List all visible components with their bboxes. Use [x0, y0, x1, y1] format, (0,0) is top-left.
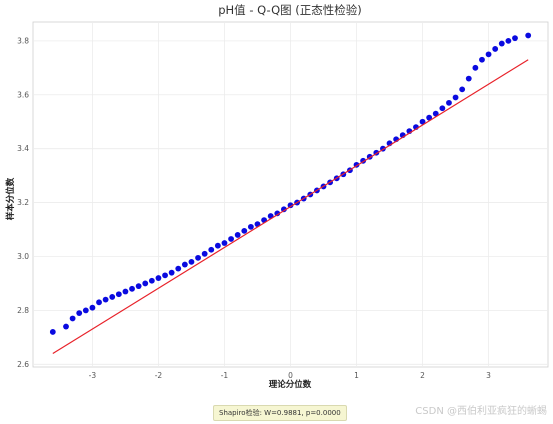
data-point	[505, 37, 512, 44]
data-point	[155, 275, 162, 281]
y-axis-label: 样本分位数	[5, 177, 16, 220]
data-point	[82, 307, 89, 314]
shapiro-test-annotation: Shapiro检验: W=0.9881, p=0.0000	[213, 405, 347, 421]
data-point	[512, 35, 518, 42]
data-point	[274, 210, 281, 217]
x-tick-label: -2	[155, 371, 163, 380]
y-tick-label: 2.6	[17, 360, 29, 369]
data-point	[89, 304, 96, 311]
data-point	[465, 75, 472, 82]
data-point	[432, 110, 439, 117]
x-tick-label: 0	[288, 371, 293, 380]
plot-area: -3 -2 -1 0 1 2 3 2.6 2.8 3.0 3.2 3.4 3.6 3.8	[17, 21, 549, 380]
data-point	[135, 283, 142, 290]
data-point	[214, 242, 221, 249]
data-point	[76, 310, 83, 316]
data-point	[492, 46, 499, 52]
data-point	[472, 64, 479, 71]
fit-line	[52, 59, 529, 355]
data-point	[96, 299, 102, 306]
data-point	[181, 261, 188, 268]
data-point	[446, 99, 452, 106]
data-point	[247, 223, 254, 230]
data-point	[485, 51, 492, 58]
data-point	[162, 272, 168, 279]
data-point	[142, 280, 149, 287]
data-point	[102, 296, 109, 303]
x-tick-label: 3	[486, 371, 491, 380]
data-point	[49, 329, 56, 335]
chart-title: pH值 - Q-Q图 (正态性检验)	[218, 3, 362, 17]
data-point	[201, 250, 208, 257]
data-point	[148, 277, 155, 284]
data-point	[129, 285, 135, 292]
data-point	[498, 40, 505, 47]
data-point	[221, 240, 228, 246]
data-point	[63, 323, 69, 330]
data-point	[188, 258, 195, 265]
x-tick-label: 2	[420, 371, 425, 380]
data-point	[439, 105, 446, 112]
data-point	[69, 315, 76, 322]
data-point	[234, 232, 241, 238]
x-tick-label: 1	[354, 371, 359, 380]
data-point	[115, 291, 122, 298]
data-point	[459, 86, 466, 93]
data-point	[228, 236, 234, 242]
data-point	[195, 254, 201, 261]
y-tick-label: 3.6	[17, 90, 29, 99]
watermark: CSDN @西伯利亚疯狂的蜥蜴	[415, 406, 547, 417]
x-tick-label: -1	[221, 371, 229, 380]
y-tick-label: 3.2	[17, 198, 29, 207]
y-tick-label: 2.8	[17, 306, 29, 315]
x-axis-label: 理论分位数	[269, 379, 312, 390]
y-tick-label: 3.0	[17, 252, 29, 261]
y-tick-label: 3.8	[17, 36, 29, 45]
data-point	[122, 288, 129, 295]
data-point	[287, 202, 294, 209]
data-point	[168, 269, 175, 276]
y-tick-label: 3.4	[17, 144, 29, 153]
data-point	[109, 294, 116, 300]
data-point	[175, 265, 182, 272]
data-point	[426, 114, 433, 121]
data-point	[280, 206, 287, 213]
data-point	[241, 227, 248, 234]
data-point	[208, 246, 215, 253]
data-point	[479, 56, 485, 63]
data-point	[452, 94, 459, 101]
data-point	[419, 118, 426, 125]
x-tick-label: -3	[89, 371, 97, 380]
data-point	[525, 32, 532, 39]
